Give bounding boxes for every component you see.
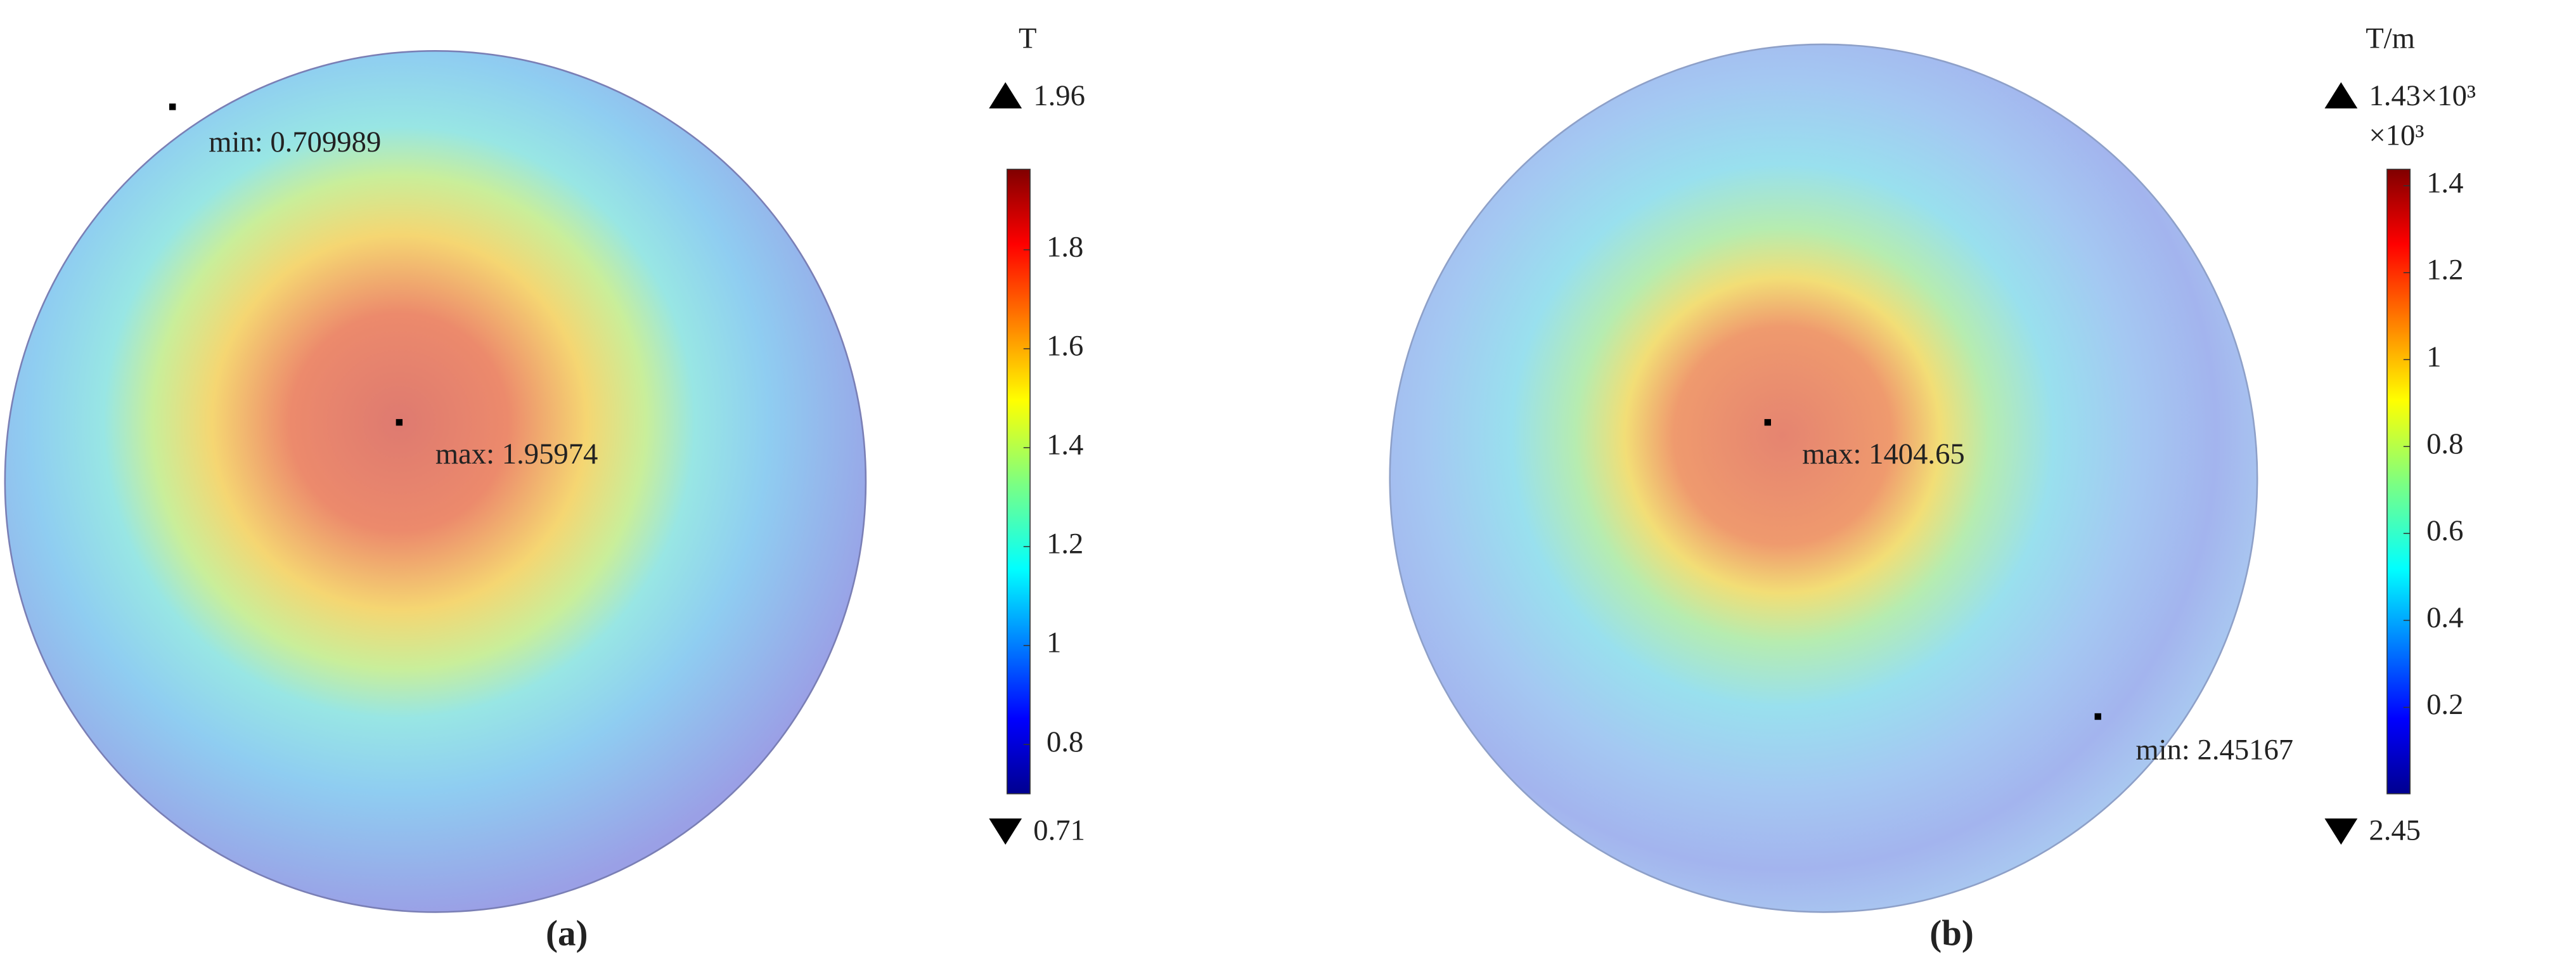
colorbar-multiplier: ×10³	[2369, 119, 2424, 152]
colorbar-tick-label: 0.4	[2426, 601, 2463, 634]
min-marker	[169, 103, 176, 110]
colorbar-tick-label: 1	[2426, 341, 2441, 373]
surface-plot	[1389, 43, 2258, 913]
colorbar	[2386, 169, 2411, 795]
colorbar-tick-label: 1	[1046, 626, 1061, 659]
min-range-label: 0.71	[1033, 814, 1085, 847]
colorbar-tick-label: 1.2	[2426, 254, 2463, 287]
max-annotation: max: 1404.65	[1802, 438, 1965, 471]
colorbar-tick-label: 1.4	[2426, 167, 2463, 200]
max-range-label: 1.96	[1033, 79, 1085, 112]
colorbar-tick-label: 0.2	[2426, 688, 2463, 721]
colorbar-tick-label: 1.8	[1046, 231, 1083, 264]
colorbar-unit: T/m	[2366, 22, 2415, 55]
colorbar-tick-label: 0.6	[2426, 514, 2463, 547]
min-marker	[2094, 713, 2101, 720]
min-range-label: 2.45	[2369, 814, 2421, 847]
min-arrow-icon	[2324, 818, 2358, 845]
max-range-label: 1.43×10³	[2369, 79, 2476, 112]
colorbar-tick-label: 1.2	[1046, 528, 1083, 561]
colorbar-tick-label: 0.8	[2426, 427, 2463, 460]
max-marker	[1764, 419, 1771, 426]
colorbar	[1007, 169, 1031, 795]
colorbar-unit: T	[1019, 22, 1037, 55]
colorbar-tick-label: 1.6	[1046, 330, 1083, 363]
surface-plot	[4, 50, 867, 913]
max-marker	[396, 419, 403, 426]
colorbar-tick-label: 0.8	[1046, 725, 1083, 758]
min-arrow-icon	[989, 818, 1022, 845]
max-arrow-icon	[989, 82, 1022, 109]
panel-caption: (a)	[546, 913, 588, 953]
max-annotation: max: 1.95974	[435, 438, 598, 471]
panel-caption: (b)	[1929, 913, 1974, 953]
min-annotation: min: 0.709989	[209, 126, 381, 159]
min-annotation: min: 2.45167	[2135, 734, 2293, 767]
max-arrow-icon	[2324, 82, 2358, 109]
colorbar-tick-label: 1.4	[1046, 429, 1083, 462]
